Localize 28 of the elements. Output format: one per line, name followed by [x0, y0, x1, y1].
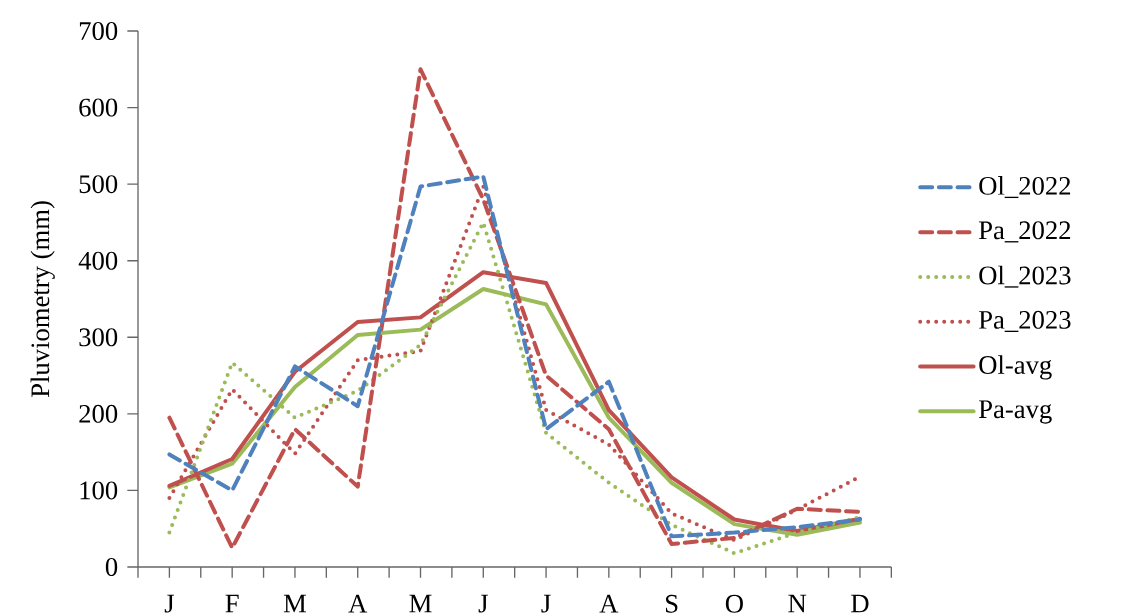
- legend-label: Pa_2022: [978, 221, 1071, 243]
- legend-label: Ol_2023: [979, 265, 1071, 288]
- x-tick-label: A: [348, 594, 368, 613]
- y-axis-title: Pluviometry (mm): [30, 201, 55, 398]
- x-tick-label: J: [478, 594, 488, 613]
- line-series: [167, 67, 862, 550]
- legend-label: Pa-avg: [978, 400, 1052, 424]
- x-tick-label: A: [599, 594, 619, 613]
- x-tick-label: M: [409, 594, 432, 613]
- y-tick-label: 600: [79, 98, 118, 117]
- legend-label: Pa_2023: [978, 310, 1071, 333]
- y-tick-label: 200: [79, 404, 118, 423]
- y-tick-label: 300: [79, 328, 118, 347]
- x-tick-label: F: [225, 594, 239, 613]
- x-tick-label: J: [164, 594, 175, 613]
- x-tick-label: O: [725, 594, 743, 613]
- x-tick-label: S: [665, 594, 678, 613]
- x-tick-label: N: [788, 594, 807, 613]
- x-tick-label: J: [541, 594, 551, 613]
- y-tick-label: 0: [105, 558, 118, 576]
- y-tick-label: 500: [79, 175, 118, 194]
- legend-label: Ol-avg: [979, 355, 1052, 380]
- x-tick-label: M: [283, 594, 307, 613]
- y-tick-label: 700: [79, 22, 118, 40]
- legend-label: Ol_2022: [979, 176, 1071, 199]
- x-tick-label: D: [851, 594, 869, 613]
- y-tick-label: 100: [80, 481, 118, 500]
- y-tick-label: 400: [78, 251, 118, 270]
